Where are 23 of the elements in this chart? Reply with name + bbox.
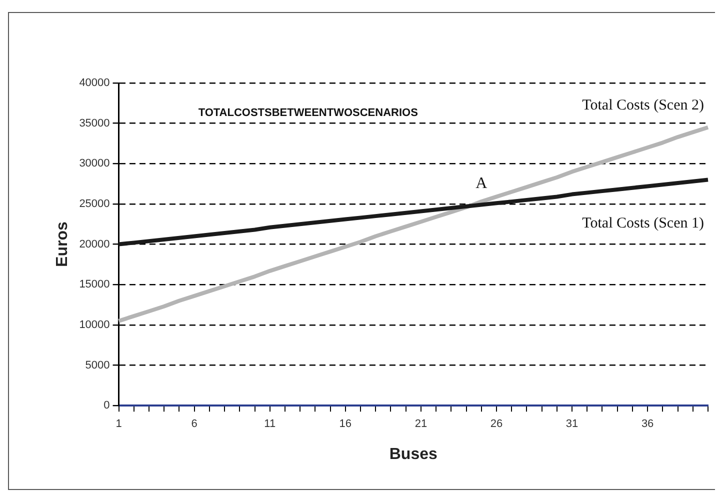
x-tick-label: 26 <box>490 418 503 430</box>
y-tick-label: 20000 <box>79 238 110 250</box>
x-tick-label: 16 <box>339 418 352 430</box>
x-tick-label: 31 <box>566 418 578 430</box>
y-tick-label: 35000 <box>79 117 110 130</box>
y-tick-label: 10000 <box>79 318 110 331</box>
text: TOTALCOSTSBETWEENTWOSCENARIOS <box>198 107 418 120</box>
y-tick-label: 40000 <box>79 77 110 90</box>
y-tick-label: 0 <box>104 400 110 412</box>
x-tick-label: 21 <box>414 418 428 430</box>
x-tick-label: 36 <box>641 418 654 430</box>
x-axis-title: Buses <box>389 446 438 463</box>
y-tick-label: 25000 <box>79 198 110 210</box>
y-tick-label: 5000 <box>85 359 110 372</box>
x-tick-label: 11 <box>264 418 276 430</box>
x-tick-label: 1 <box>116 418 122 430</box>
series-label: Total Costs (Scen 1) <box>582 216 704 232</box>
y-tick-label: 30000 <box>79 158 110 170</box>
x-tick-label: 6 <box>191 418 198 430</box>
series-label: Total Costs (Scen 2) <box>582 97 704 114</box>
y-axis-title: Euros <box>54 222 72 267</box>
annotation: A <box>476 175 488 192</box>
y-tick-label: 15000 <box>79 278 110 291</box>
